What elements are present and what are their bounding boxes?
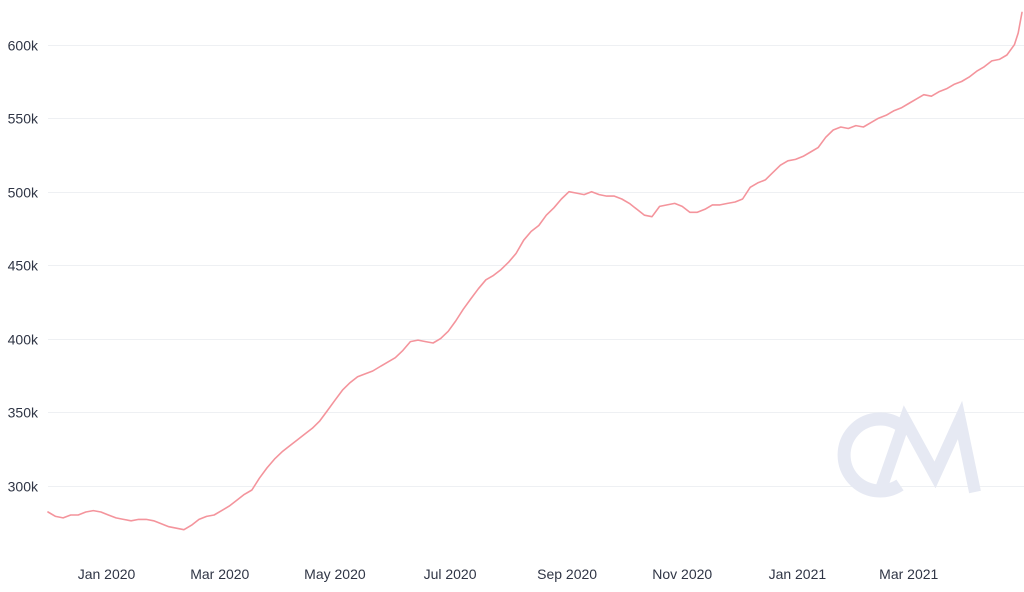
watermark-m-shape (874, 400, 981, 494)
x-tick-label: May 2020 (304, 566, 366, 582)
y-tick-label: 550k (8, 111, 39, 127)
y-tick-label: 450k (8, 258, 39, 274)
grid-lines (48, 45, 1024, 487)
y-tick-label: 600k (8, 38, 39, 54)
x-tick-label: Jan 2020 (78, 566, 136, 582)
series-layer (47, 11, 1023, 531)
x-tick-label: Mar 2020 (190, 566, 249, 582)
x-tick-label: Sep 2020 (537, 566, 597, 582)
x-tick-label: Nov 2020 (652, 566, 712, 582)
x-axis: Jan 2020 Mar 2020 May 2020 Jul 2020 Sep 2020… (78, 566, 939, 582)
y-tick-label: 500k (8, 185, 39, 201)
y-axis: 300k 350k 400k 450k 500k 550k 600k (8, 38, 39, 495)
y-tick-label: 300k (8, 479, 39, 495)
watermark-logo (837, 400, 981, 498)
x-tick-label: Mar 2021 (879, 566, 938, 582)
x-tick-label: Jan 2021 (769, 566, 827, 582)
x-tick-label: Jul 2020 (424, 566, 477, 582)
y-tick-label: 350k (8, 405, 39, 421)
y-tick-label: 400k (8, 332, 39, 348)
series-line-0 (47, 11, 1023, 531)
